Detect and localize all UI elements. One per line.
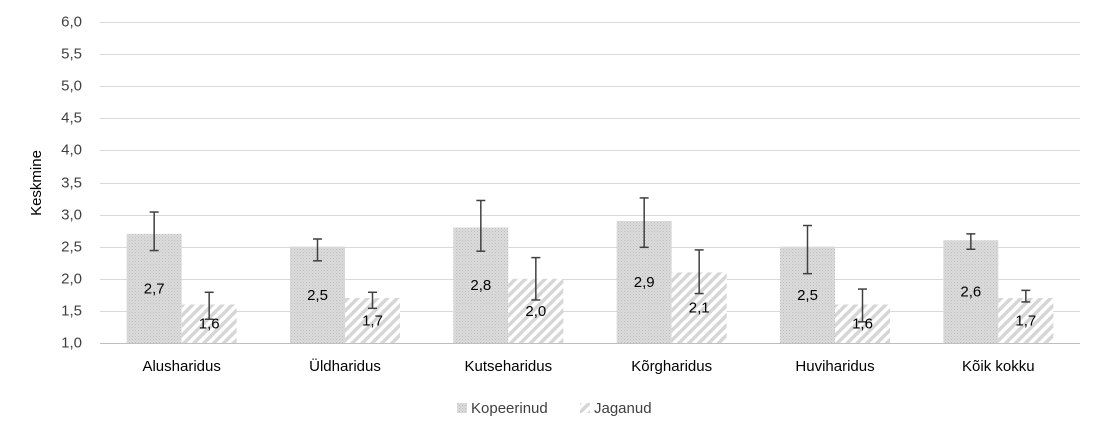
data-label: 2,1	[689, 300, 710, 317]
x-tick-label: Kutseharidus	[465, 358, 553, 375]
data-label: 2,0	[525, 303, 546, 320]
data-labels: 2,7 1,6 2,5 1,7 2,8 2,0 2,9 2,1 2,5 1,6 2,6 1,7	[144, 274, 1037, 333]
data-label: 2,7	[144, 280, 165, 297]
axes: 1,0 1,5 2,0 2,5 3,0 3,5 4,0 4,5 5,0 5,5 6,0 Alushar…	[61, 13, 1080, 375]
bar-kopeerinud	[126, 233, 182, 343]
y-axis-title: Keskmine	[28, 150, 45, 216]
data-label: 1,6	[199, 316, 220, 333]
legend-label: Kopeerinud	[471, 400, 548, 417]
y-tick-label: 2,5	[61, 238, 82, 255]
data-label: 1,7	[362, 312, 383, 329]
error-bar	[858, 288, 867, 323]
error-bar	[639, 197, 649, 249]
legend-item-jaganud: Jaganud	[580, 400, 652, 417]
legend-swatch	[457, 403, 467, 413]
data-label: 1,6	[852, 316, 873, 333]
data-label: 1,7	[1015, 312, 1036, 329]
error-bar	[966, 233, 976, 251]
legend-swatch	[580, 403, 590, 413]
error-bar	[803, 224, 812, 275]
error-bar	[368, 291, 377, 310]
error-bar	[531, 256, 541, 301]
bar-kopeerinud	[290, 246, 345, 343]
bars	[126, 221, 1054, 343]
x-tick-label: Huviharidus	[795, 358, 874, 375]
legend: Kopeerinud Jaganud	[457, 400, 652, 417]
y-tick-label: 3,0	[61, 206, 82, 223]
data-label: 2,6	[960, 284, 981, 301]
x-tick-label: Alusharidus	[142, 358, 220, 375]
error-bar	[1021, 289, 1031, 303]
data-label: 2,5	[797, 287, 818, 304]
y-tick-label: 4,0	[61, 141, 82, 158]
x-tick-label: Kõrgharidus	[631, 358, 712, 375]
gridlines	[100, 22, 1080, 312]
x-tick-label: Üldharidus	[309, 357, 381, 375]
data-label: 2,8	[470, 277, 491, 294]
bar-kopeerinud	[943, 240, 999, 343]
bar-jaganud	[998, 298, 1054, 343]
error-bars	[149, 197, 1031, 323]
y-tick-label: 1,5	[61, 302, 82, 319]
error-bar	[204, 291, 214, 320]
data-label: 2,9	[634, 274, 655, 291]
data-label: 2,5	[307, 287, 328, 304]
y-tick-label: 1,0	[61, 334, 82, 351]
y-tick-label: 5,5	[61, 45, 82, 62]
legend-item-kopeerinud: Kopeerinud	[457, 400, 548, 417]
y-tick-label: 4,5	[61, 109, 82, 126]
error-bar	[694, 249, 704, 295]
x-tick-label: Kõik kokku	[962, 358, 1035, 375]
error-bar	[149, 211, 159, 252]
y-tick-label: 6,0	[61, 13, 82, 30]
y-tick-label: 3,5	[61, 174, 82, 191]
y-tick-label: 5,0	[61, 77, 82, 94]
y-tick-label: 2,0	[61, 270, 82, 287]
error-bar	[313, 238, 322, 262]
legend-label: Jaganud	[594, 400, 652, 417]
error-bar	[476, 199, 486, 252]
